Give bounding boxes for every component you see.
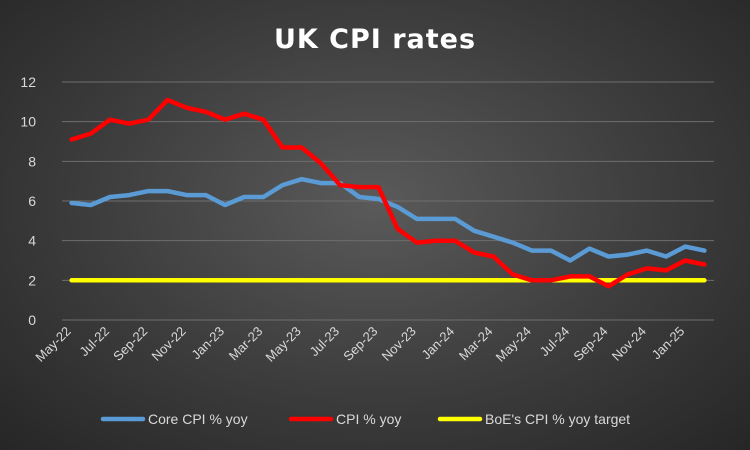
y-tick-label: 0 [28, 312, 36, 328]
series-line-0 [69, 176, 707, 263]
x-tick-label: Nov-23 [379, 324, 419, 364]
chart-title: UK CPI rates [274, 24, 476, 55]
series-lines [69, 97, 707, 289]
x-tick-label: Sep-22 [110, 324, 150, 364]
x-tick-label: Nov-22 [149, 324, 189, 364]
x-tick-label: Jul-22 [76, 324, 112, 360]
x-tick-label: Jul-23 [307, 324, 343, 360]
legend: Core CPI % yoy CPI % yoy BoE's CPI % yoy t… [100, 411, 630, 427]
y-tick-label: 10 [20, 114, 36, 130]
x-tick-label: Jul-24 [537, 324, 573, 360]
y-tick-label: 8 [28, 153, 36, 169]
y-tick-label: 12 [20, 74, 36, 90]
x-tick-label: May-24 [493, 324, 534, 365]
x-tick-label: Mar-24 [456, 324, 496, 364]
x-tick-label: May-23 [263, 324, 304, 365]
x-tick-label: Jan-24 [419, 324, 458, 363]
x-tick-label: Nov-24 [609, 324, 649, 364]
x-tick-label: May-22 [32, 324, 73, 365]
x-tick-label: Jan-23 [188, 324, 227, 363]
x-tick-label: Sep-24 [570, 324, 610, 364]
legend-entry: CPI % yoy [336, 411, 401, 427]
y-tick-label: 6 [28, 193, 36, 209]
x-tick-label: Sep-23 [340, 324, 380, 364]
legend-entry: BoE's CPI % yoy target [485, 411, 630, 427]
series-line-1 [69, 97, 707, 289]
y-tick-label: 4 [28, 233, 36, 249]
legend-entry: Core CPI % yoy [148, 411, 248, 427]
x-tick-label: Jan-25 [649, 324, 688, 363]
y-axis-ticks: 0 2 4 6 8 10 12 [20, 74, 36, 328]
y-tick-label: 2 [28, 272, 36, 288]
x-tick-label: Mar-23 [226, 324, 266, 364]
